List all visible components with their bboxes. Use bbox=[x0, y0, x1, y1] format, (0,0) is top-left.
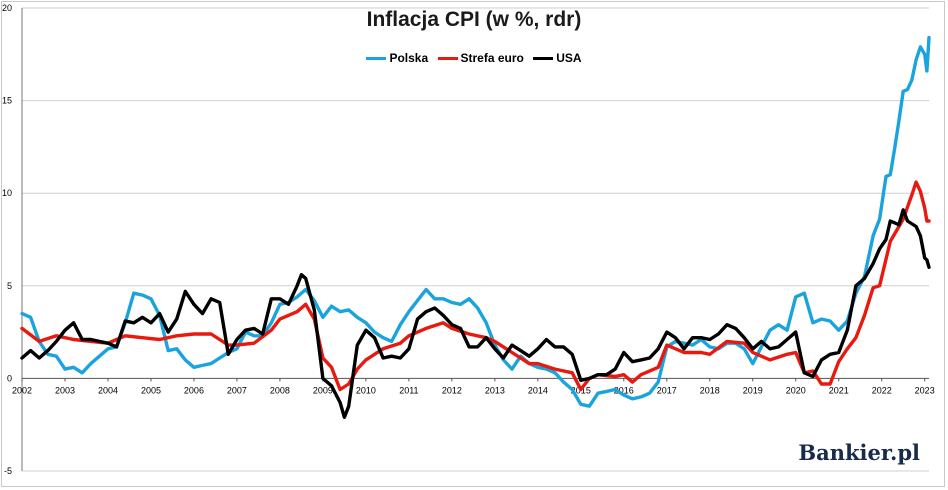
x-tick-label: 2008 bbox=[270, 385, 290, 395]
chart-title: Inflacja CPI (w %, rdr) bbox=[366, 8, 582, 31]
x-tick-label: 2010 bbox=[356, 385, 376, 395]
x-tick-label: 2006 bbox=[184, 385, 204, 395]
legend-item-strefa-euro: Strefa euro bbox=[437, 51, 524, 65]
x-tick-label: 2017 bbox=[657, 385, 677, 395]
y-tick-label: 5 bbox=[7, 281, 12, 291]
y-tick-label: 15 bbox=[2, 96, 12, 106]
x-tick-label: 2007 bbox=[227, 385, 247, 395]
x-tick-label: 2016 bbox=[614, 385, 634, 395]
x-tick-label: 2012 bbox=[442, 385, 462, 395]
x-tick-label: 2011 bbox=[399, 385, 418, 395]
series-line-usa bbox=[20, 208, 931, 419]
series-line-polska bbox=[20, 35, 931, 408]
x-tick-label: 2018 bbox=[700, 385, 720, 395]
x-tick-label: 2005 bbox=[141, 385, 161, 395]
legend-label-usa: USA bbox=[556, 51, 582, 65]
x-tick-label: 2004 bbox=[98, 385, 118, 395]
bankier-logo: Bankier.pl bbox=[798, 440, 920, 465]
legend-item-usa: USA bbox=[533, 51, 582, 65]
x-tick-label: 2002 bbox=[12, 385, 32, 395]
x-tick-label: 2014 bbox=[528, 385, 548, 395]
y-tick-label: 20 bbox=[2, 3, 12, 13]
legend-label-polska: Polska bbox=[389, 51, 429, 65]
legend-item-polska: Polska bbox=[366, 51, 428, 65]
x-tick-label: 2019 bbox=[743, 385, 763, 395]
chart-legend: Polska Strefa euro USA bbox=[0, 51, 948, 65]
y-tick-label: 0 bbox=[7, 373, 12, 383]
x-tick-label: 2003 bbox=[55, 385, 75, 395]
x-tick-label: 2022 bbox=[872, 385, 892, 395]
legend-swatch-polska bbox=[366, 57, 387, 61]
y-tick-label: 10 bbox=[2, 188, 12, 198]
x-tick-label: 2021 bbox=[829, 385, 849, 395]
x-tick-label: 2009 bbox=[313, 385, 333, 395]
legend-swatch-usa bbox=[533, 57, 554, 61]
legend-swatch-strefa-euro bbox=[437, 57, 458, 61]
x-tick-label: 2013 bbox=[485, 385, 505, 395]
x-tick-label: 2023 bbox=[915, 385, 935, 395]
legend-label-strefa-euro: Strefa euro bbox=[460, 51, 524, 65]
x-tick-label: 2020 bbox=[786, 385, 806, 395]
y-tick-label: -5 bbox=[4, 466, 12, 476]
